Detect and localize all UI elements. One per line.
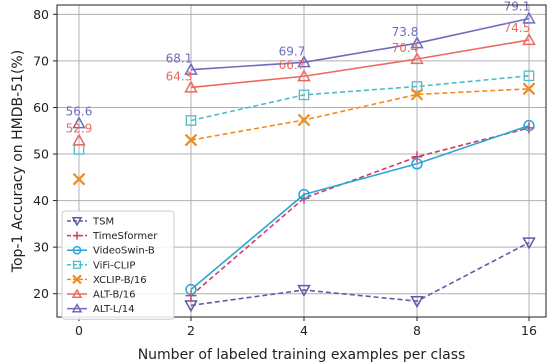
tick-labels: 0 2 4 8 16 20 30 40 50 60 70 80: [33, 7, 537, 338]
data-point: [298, 188, 310, 201]
legend-marker: [71, 303, 83, 313]
data-point: [184, 62, 198, 75]
x-tick-label: 2: [187, 323, 195, 338]
legend-item: TSM: [67, 217, 114, 228]
data-point: [522, 237, 536, 250]
legend-label: TSM: [92, 217, 114, 228]
x-tick-label: 8: [413, 323, 421, 338]
data-point: [297, 113, 311, 127]
data-label: 66.7: [279, 58, 306, 72]
data-point: [523, 119, 535, 132]
data-point: [523, 70, 535, 82]
legend-marker: [73, 231, 81, 240]
legend-item: ALT-L/14: [67, 303, 135, 315]
y-tick-label: 70: [33, 53, 49, 68]
data-point: [522, 82, 536, 96]
y-axis-title: Top-1 Accuracy on HMDB-51(%): [10, 50, 26, 273]
legend-label: VideoSwin-B: [93, 246, 155, 257]
series-layer: [72, 11, 536, 313]
legend-item: VideoSwin-B: [67, 246, 155, 257]
series-line: [190, 88, 530, 141]
x-tick-label: 16: [521, 323, 537, 338]
data-point: [410, 296, 424, 309]
data-point: [522, 32, 536, 46]
data-point: [72, 133, 86, 146]
data-point: [410, 88, 424, 101]
y-tick-label: 20: [33, 286, 49, 301]
series-alt-l-14: [72, 11, 536, 129]
y-tick-label: 30: [33, 240, 49, 255]
data-label: 64.3: [166, 69, 193, 83]
data-label: 70.4: [392, 41, 419, 55]
data-label: 69.7: [279, 44, 306, 58]
legend-label: ALT-B/16: [93, 290, 135, 301]
legend-marker: [72, 245, 82, 255]
y-tick-label: 40: [33, 193, 49, 208]
legend: TSM TimeSformer VideoSwin-B ViFi-CLIP XCLIP-…: [61, 210, 175, 320]
data-label: 74.5: [504, 21, 531, 35]
x-axis-title: Number of labeled training examples per …: [138, 347, 466, 363]
series-line: [190, 241, 530, 307]
data-label: 68.1: [166, 52, 193, 66]
data-point: [410, 51, 424, 65]
data-point: [297, 69, 311, 82]
y-tick-label: 50: [33, 147, 49, 162]
data-label: 79.1: [504, 0, 531, 14]
legend-item: XCLIP-B/16: [67, 274, 147, 286]
data-point: [410, 36, 424, 49]
data-point: [185, 283, 197, 296]
series-line: [190, 74, 530, 122]
series-line: [190, 39, 530, 89]
data-point: [72, 172, 86, 186]
plot-frame: [56, 4, 547, 318]
data-labels: 56.6 68.1 69.7 73.8 79.1 52.9 64.3 66.7 70.4 74.5: [66, 0, 531, 136]
data-label: 52.9: [66, 122, 93, 136]
series-line: [190, 124, 530, 291]
legend-label: TimeSformer: [92, 231, 158, 242]
data-point: [297, 284, 311, 298]
legend-marker: [72, 260, 82, 269]
legend-marker: [72, 274, 82, 285]
data-point: [298, 89, 310, 101]
data-point: [184, 133, 198, 147]
data-point: [411, 158, 423, 170]
y-tick-label: 60: [33, 100, 49, 115]
legend-label: ALT-L/14: [93, 304, 135, 315]
data-point: [297, 55, 311, 68]
data-point: [411, 81, 423, 92]
legend-label: ViFi-CLIP: [93, 260, 135, 271]
data-point: [185, 290, 197, 302]
data-label: 56.6: [66, 104, 93, 118]
series-xclip-b-16: [72, 82, 536, 186]
series-videoswin-b: [185, 119, 535, 296]
data-label: 73.8: [392, 25, 419, 39]
data-point: [184, 80, 198, 93]
data-point: [185, 115, 197, 126]
series-line: [190, 17, 530, 71]
y-tick-label: 80: [33, 7, 49, 22]
x-tick-label: 4: [300, 323, 308, 338]
data-point: [411, 151, 423, 163]
series-alt-b-16: [72, 32, 536, 146]
legend-item: TimeSformer: [67, 231, 158, 242]
series-line: [190, 127, 530, 297]
legend-box: [61, 210, 175, 320]
x-tick-label: 0: [75, 323, 83, 338]
legend-marker: [71, 288, 83, 298]
data-point: [522, 11, 536, 24]
legend-label: XCLIP-B/16: [93, 275, 147, 286]
legend-marker: [71, 217, 83, 227]
data-point: [72, 116, 86, 129]
legend-item: ALT-B/16: [67, 288, 135, 301]
legend-item: ViFi-CLIP: [67, 260, 135, 271]
